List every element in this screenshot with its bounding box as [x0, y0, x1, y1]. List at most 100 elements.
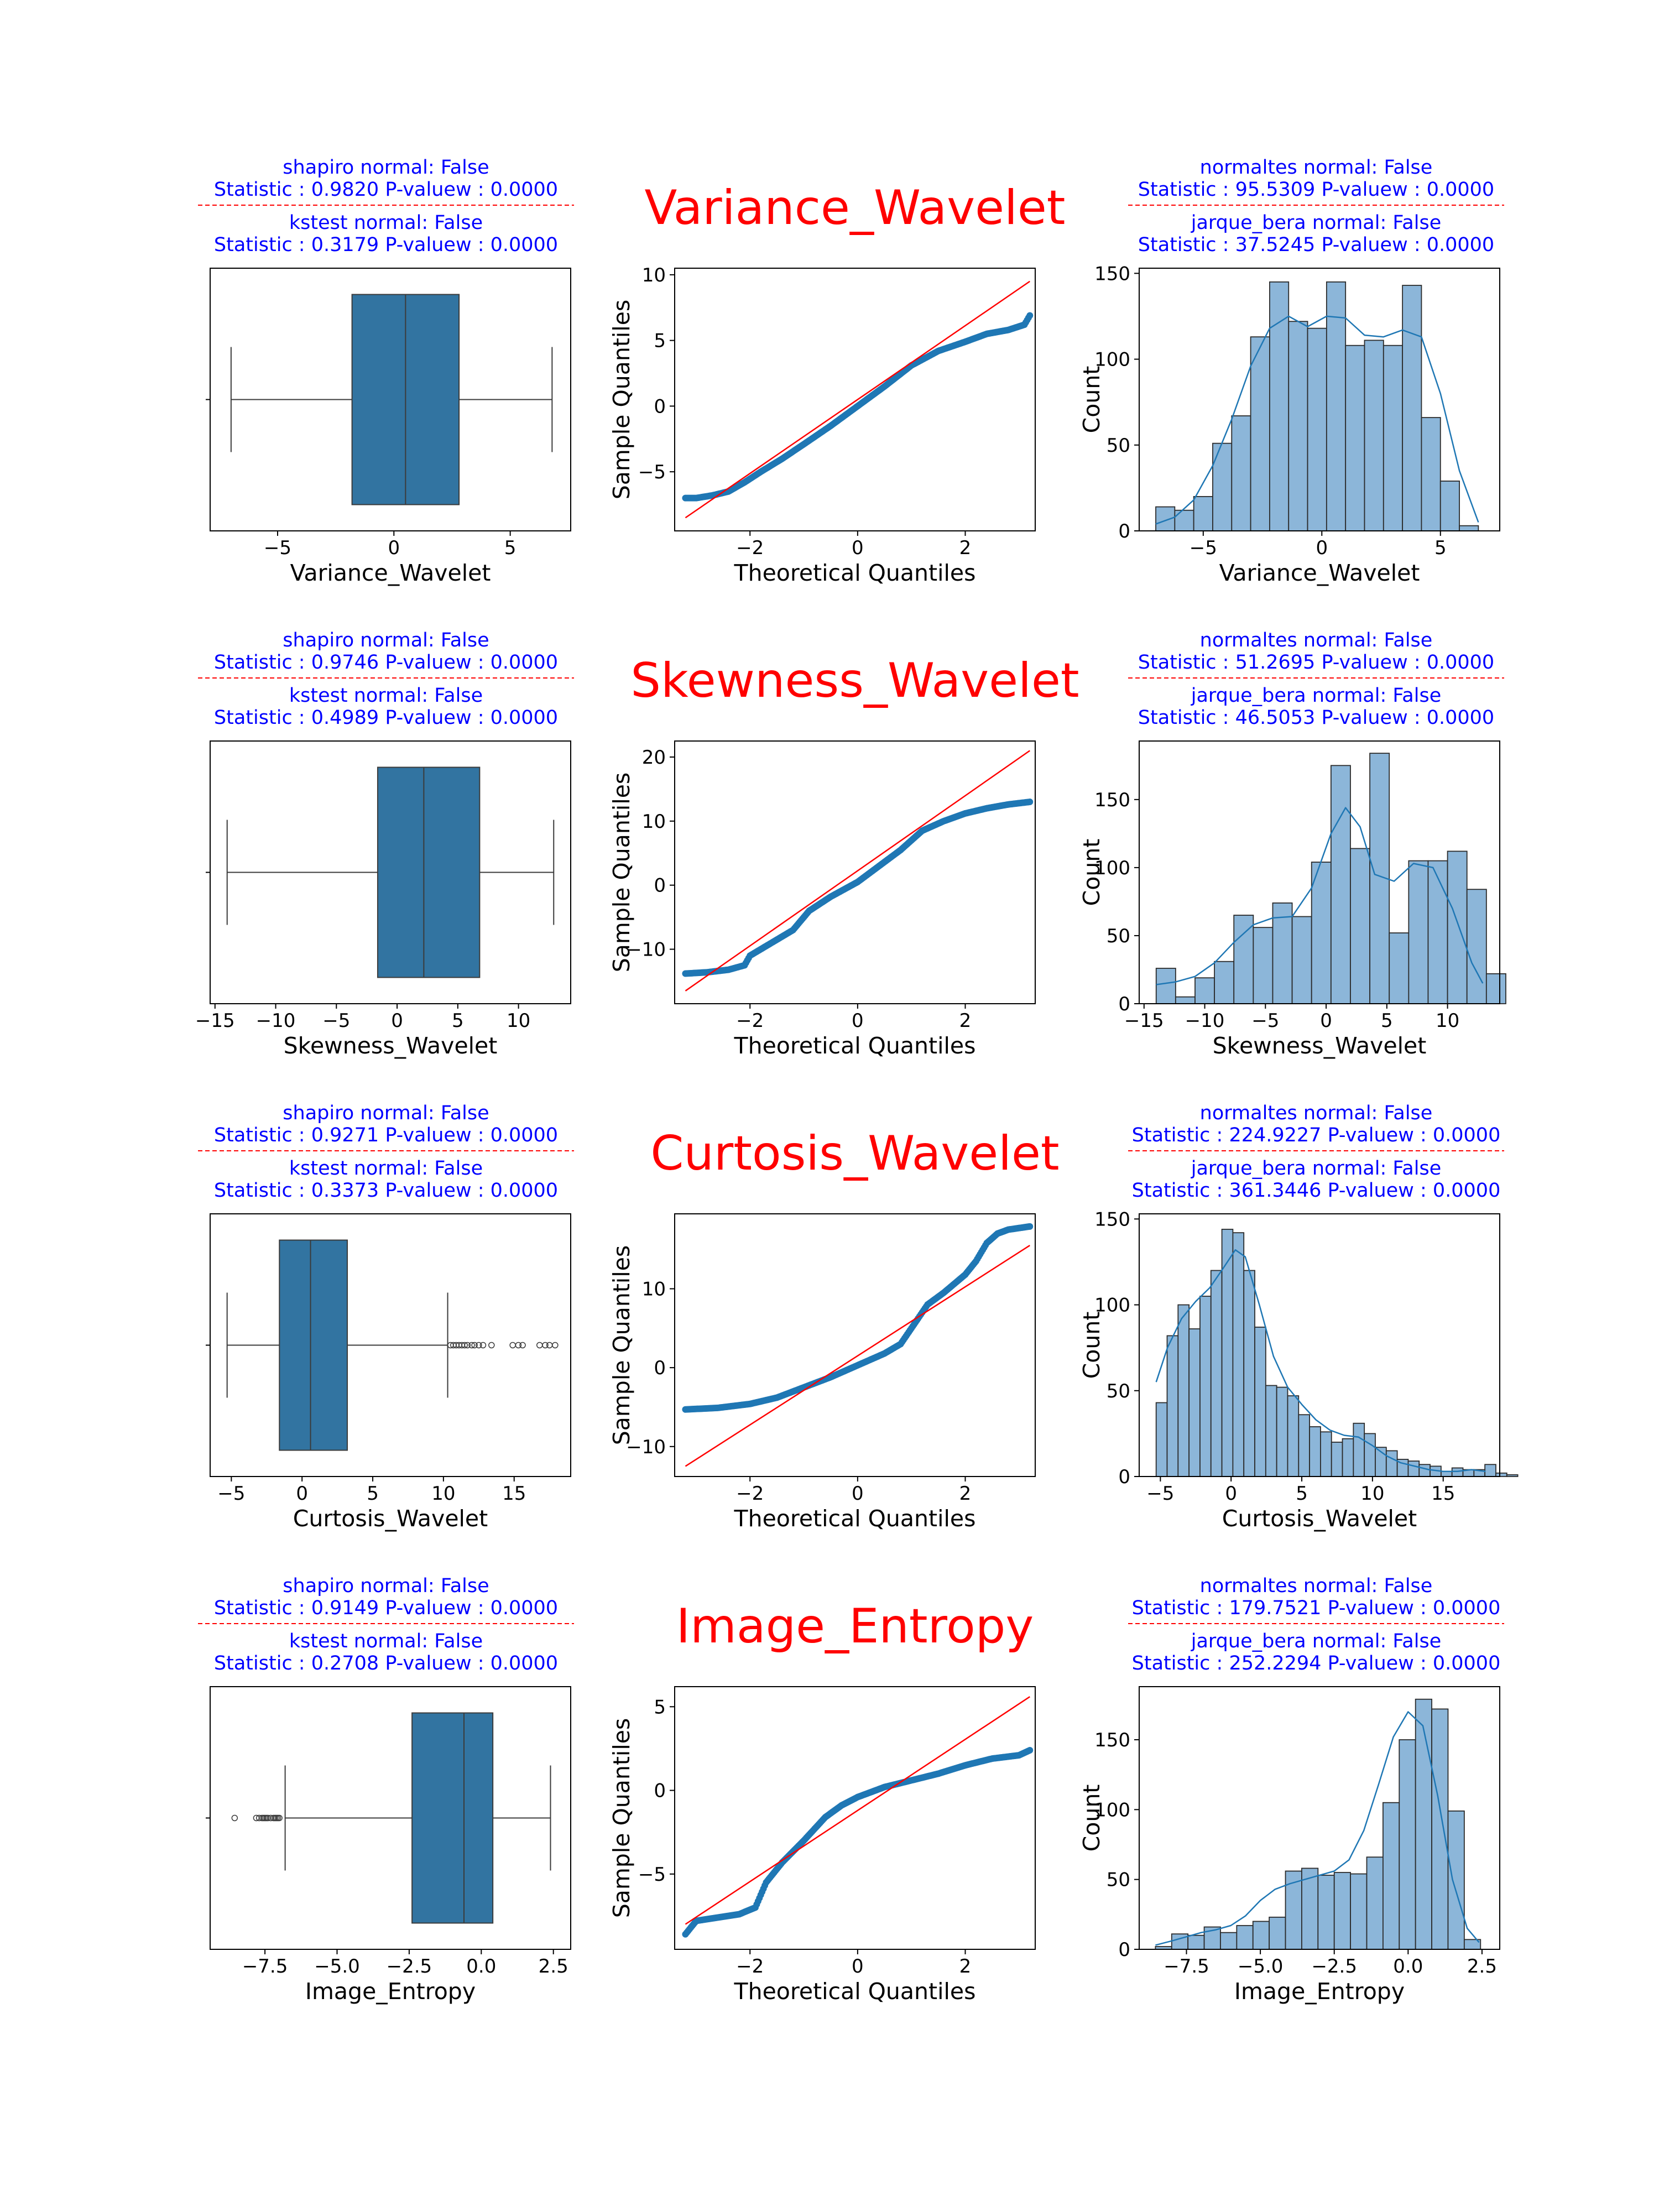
hist-xtick-label: 5 [1434, 537, 1447, 559]
hist-xlabel: Curtosis_Wavelet [1222, 1505, 1417, 1532]
qq-point [1026, 799, 1034, 806]
hist-bar [1402, 285, 1422, 531]
box-iqr [279, 1239, 348, 1451]
qq-xtick-label: 0 [852, 1955, 864, 1978]
box-xtick-label: 0.0 [466, 1955, 496, 1978]
box-outlier [461, 1342, 468, 1349]
qq-ytick-label: 0 [654, 1357, 666, 1379]
kstest-statistic-text: Statistic : 0.2708 P-valuew : 0.0000 [214, 1652, 558, 1674]
hist-ylabel: Count [1078, 1785, 1105, 1852]
qq-ylabel: Sample Quantiles [608, 1245, 635, 1446]
hist-frame [1139, 268, 1500, 531]
hist-bar [1175, 996, 1196, 1004]
kstest-normal-text: kstest normal: False [289, 685, 483, 707]
box-xtick-label: −15 [195, 1010, 235, 1032]
hist-xtick-label: 2.5 [1467, 1955, 1497, 1978]
hist-bar [1174, 509, 1194, 531]
hist-bar [1288, 321, 1308, 531]
box-xtick-label: 5 [452, 1010, 464, 1032]
histogram-0: 0 50 100 150 −5 0 5 Variance_Wavelet Count [1078, 263, 1500, 586]
qq-ytick-label: 0 [654, 395, 666, 418]
hist-bar [1383, 345, 1404, 531]
hist-bar [1345, 345, 1365, 531]
qq-xtick-label: 2 [959, 1955, 972, 1978]
hist-ytick-label: 0 [1118, 1466, 1130, 1488]
hist-xtick-label: 0 [1316, 537, 1328, 559]
hist-bar [1214, 961, 1235, 1004]
qq-ytick-label: −10 [626, 939, 666, 961]
box-xtick-label: −2.5 [387, 1955, 432, 1978]
hist-frame [1139, 740, 1500, 1004]
box-xtick-label: 5 [367, 1483, 379, 1505]
qq-xlabel: Theoretical Quantiles [734, 1505, 976, 1532]
qq-xlabel: Theoretical Quantiles [734, 560, 976, 586]
hist-bar [1188, 1328, 1201, 1477]
hist-bar [1451, 1467, 1464, 1477]
box-outlier [519, 1342, 526, 1349]
hist-bar [1287, 1395, 1300, 1477]
hist-bar [1243, 1270, 1255, 1477]
hist-xtick-label: 0 [1320, 1010, 1332, 1032]
hist-xtick-label: −15 [1124, 1010, 1164, 1032]
hist-bar [1252, 1921, 1270, 1950]
qq-ytick-label: 10 [642, 1279, 666, 1301]
qq-ytick-label: −5 [638, 461, 666, 483]
box-outlier [276, 1814, 283, 1822]
box-outlier [542, 1342, 549, 1349]
hist-bar [1350, 1873, 1368, 1950]
box-outlier [509, 1342, 516, 1349]
box-xtick-label: 10 [431, 1483, 455, 1505]
box-xtick-label: 2.5 [539, 1955, 568, 1978]
hist-xtick-label: 5 [1296, 1483, 1308, 1505]
box-frame [210, 1213, 571, 1477]
hist-bar [1220, 1932, 1238, 1950]
qq-frame [674, 1213, 1036, 1477]
hist-bar [1408, 860, 1429, 1004]
hist-kde-line [1155, 315, 1479, 525]
qq-ytick-label: −5 [638, 1864, 666, 1886]
histogram-2: 0 50 100 150 −5 0 5 10 15 Curtosis_Wavelet Count [1078, 1208, 1519, 1532]
qq-xlabel: Theoretical Quantiles [734, 1032, 976, 1059]
hist-frame [1139, 1213, 1500, 1477]
hist-bar [1311, 862, 1332, 1004]
normaltes-normal-text: normaltes normal: False [1200, 629, 1433, 651]
hist-bar [1177, 1304, 1190, 1477]
box-xtick-label: −10 [256, 1010, 296, 1032]
kstest-normal-text: kstest normal: False [289, 212, 483, 234]
hist-ytick-label: 150 [1094, 263, 1130, 285]
box-outlier [468, 1342, 475, 1349]
box-outlier [476, 1342, 482, 1349]
hist-ylabel: Count [1078, 839, 1105, 906]
jarque_bera-statistic-text: Statistic : 252.2294 P-valuew : 0.0000 [1132, 1652, 1501, 1674]
box-xlabel: Variance_Wavelet [290, 560, 491, 586]
hist-bar [1187, 1934, 1205, 1950]
shapiro-normal-text: shapiro normal: False [283, 1102, 489, 1124]
boxplot-0: −5 0 5 Variance_Wavelet [206, 268, 571, 586]
box-outlier [488, 1342, 495, 1349]
box-xtick-label: 15 [502, 1483, 526, 1505]
hist-ytick-label: 150 [1094, 789, 1130, 811]
qq-xtick-label: 2 [959, 1483, 972, 1505]
qq-ytick-label: 5 [654, 330, 666, 352]
hist-bar [1364, 1433, 1376, 1477]
hist-xtick-label: 0 [1225, 1483, 1237, 1505]
hist-ylabel: Count [1078, 366, 1105, 434]
row-title: Skewness_Wavelet [630, 653, 1079, 708]
hist-xtick-label: −5 [1251, 1010, 1279, 1032]
qq-ylabel: Sample Quantiles [608, 1718, 635, 1918]
hist-xtick-label: 15 [1431, 1483, 1455, 1505]
qq-frame [674, 740, 1036, 1004]
hist-xlabel: Skewness_Wavelet [1213, 1032, 1427, 1059]
shapiro-normal-text: shapiro normal: False [283, 1575, 489, 1597]
hist-bar [1427, 860, 1448, 1004]
hist-bar [1221, 1229, 1234, 1477]
box-iqr [411, 1712, 494, 1924]
hist-bar [1194, 977, 1215, 1004]
hist-xtick-label: 0.0 [1393, 1955, 1423, 1978]
hist-kde-line [1156, 807, 1484, 985]
